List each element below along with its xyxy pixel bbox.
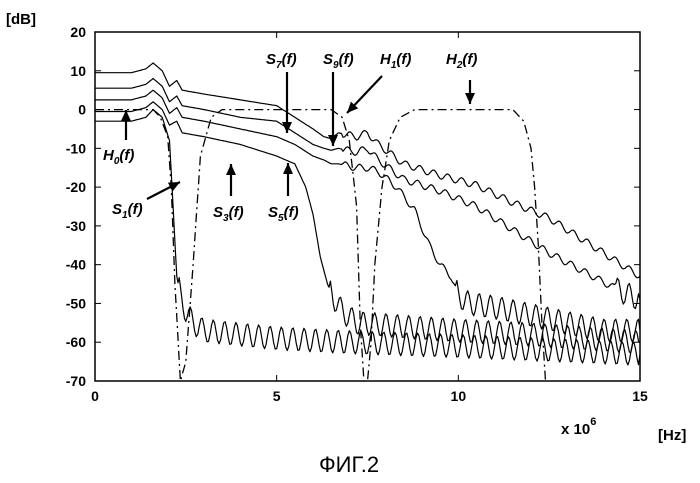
- y-tick-label: -10: [66, 140, 86, 156]
- y-tick-label: -20: [66, 179, 86, 195]
- y-tick-label: -70: [66, 373, 86, 389]
- y-tick-label: -30: [66, 218, 86, 234]
- arrowhead: [328, 135, 338, 146]
- annotation-label: S1(f): [112, 201, 143, 221]
- annotations: H0(f) S1(f) S3(f) S5(f) S7(f) S9(f) H1(f) H2(f): [103, 51, 477, 224]
- figure-caption: ФИГ.2: [319, 452, 379, 477]
- y-tick-label: 0: [78, 102, 86, 118]
- arrowhead: [283, 163, 293, 174]
- annotation-label: S7(f): [266, 51, 297, 71]
- arrowhead: [226, 164, 236, 175]
- x-multiplier-label: x 106: [561, 416, 596, 438]
- curves: [95, 63, 640, 381]
- x-tick-label: 0: [91, 388, 99, 404]
- annotation-label: S3(f): [213, 204, 244, 224]
- arrowhead: [465, 93, 475, 104]
- x-tick-labels: 0 5 10 15: [91, 388, 648, 404]
- x-tick-label: 15: [632, 388, 648, 404]
- annotation-label: H2(f): [446, 51, 477, 71]
- x-tick-label: 10: [451, 388, 467, 404]
- annotation-label: S5(f): [268, 204, 299, 224]
- y-tick-label: -40: [66, 257, 86, 273]
- signal-curve: [95, 90, 640, 342]
- y-tick-label: -60: [66, 334, 86, 350]
- annotation-label: H0(f): [103, 147, 134, 167]
- x-tick-label: 5: [273, 388, 281, 404]
- x-axis-label: [Hz]: [658, 427, 686, 444]
- y-tick-label: 10: [70, 63, 86, 79]
- y-tick-labels: 20 10 0 -10 -20 -30 -40 -50 -60 -70: [66, 24, 86, 389]
- annotation-label: H1(f): [380, 51, 411, 71]
- y-axis-label: [dB]: [6, 11, 36, 28]
- arrowhead: [282, 122, 292, 133]
- annotation-label: S9(f): [323, 51, 354, 71]
- y-tick-label: -50: [66, 295, 86, 311]
- y-tick-label: 20: [70, 24, 86, 40]
